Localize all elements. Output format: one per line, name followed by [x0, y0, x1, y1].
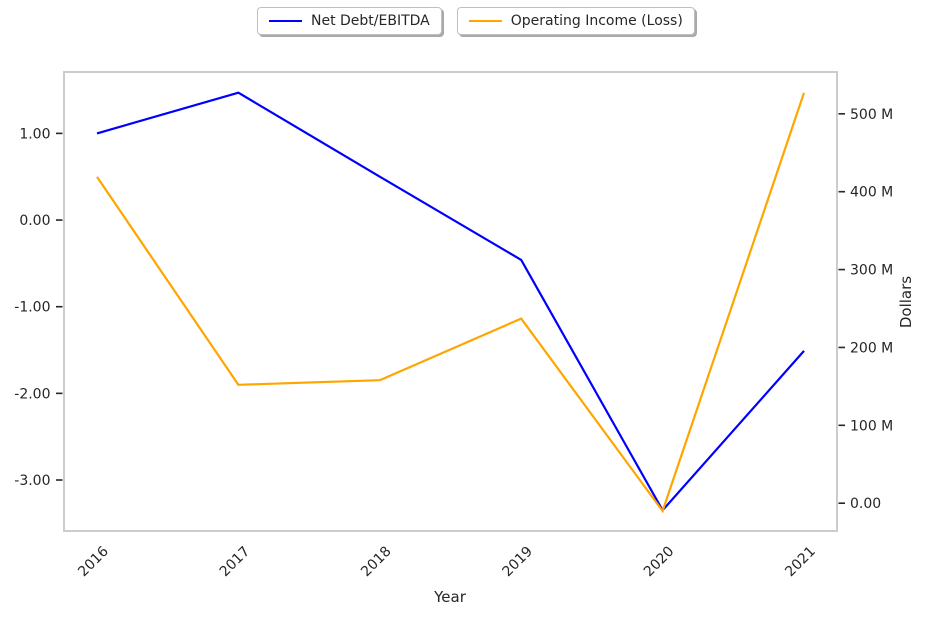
x-tick-label: 2017 — [217, 544, 254, 581]
x-tick-label: 2021 — [782, 544, 819, 581]
right-axis-title: Dollars — [897, 275, 915, 329]
x-tick-label: 2018 — [358, 544, 395, 581]
right-tick-label: 500 M — [850, 107, 893, 123]
left-tick-label: -1.00 — [14, 300, 50, 316]
left-tick-label: 1.00 — [19, 126, 50, 142]
x-tick-label: 2016 — [75, 543, 112, 580]
right-tick-label: 100 M — [850, 418, 893, 434]
x-axis-title: Year — [434, 588, 466, 606]
legend-label: Net Debt/EBITDA — [311, 13, 430, 29]
x-tick-label: 2019 — [500, 544, 537, 581]
legend-line-sample-orange — [468, 19, 502, 23]
plot-spines — [63, 71, 838, 532]
right-tick-label: 200 M — [850, 340, 893, 356]
left-tick-label: -2.00 — [14, 386, 50, 402]
legend-item-net-debt-ebitda: Net Debt/EBITDA — [257, 7, 442, 35]
series-line-net-debt-ebitda — [96, 91, 805, 513]
left-tick-label: -3.00 — [14, 473, 50, 489]
left-tick-label: 0.00 — [19, 213, 50, 229]
legend-line-sample-blue — [269, 19, 302, 23]
series-line-operating-income — [96, 92, 806, 514]
right-tick-label: 400 M — [850, 185, 893, 201]
right-tick-label: 0.00 — [850, 496, 881, 512]
legend: Net Debt/EBITDA Operating Income (Loss) — [257, 7, 695, 35]
right-tick-label: 300 M — [850, 263, 893, 279]
legend-label: Operating Income (Loss) — [510, 13, 683, 29]
x-tick-label: 2020 — [641, 544, 678, 581]
legend-item-operating-income: Operating Income (Loss) — [456, 7, 695, 35]
